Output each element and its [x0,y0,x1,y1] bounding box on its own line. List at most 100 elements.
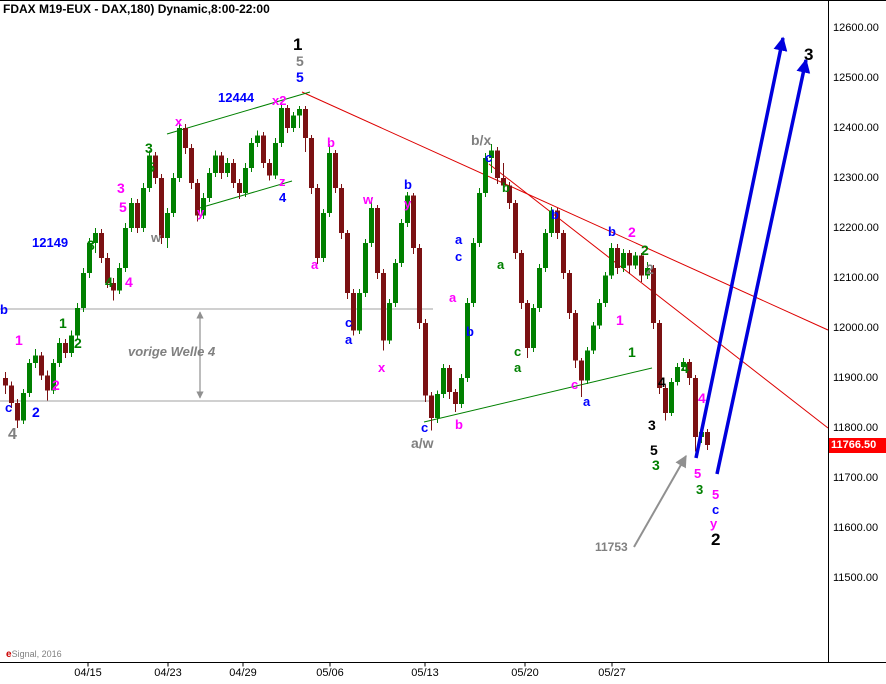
x-axis-label: 04/23 [154,667,182,679]
candle [429,395,434,418]
candle [9,385,14,403]
candle [117,268,122,291]
y-axis-label: 12400.00 [833,122,879,134]
candle [495,150,500,178]
candle [381,273,386,341]
last-price-tag: 11766.50 [829,438,886,453]
candle [525,303,530,348]
candle [315,188,320,258]
candle [501,178,506,186]
candle [615,248,620,268]
candle [147,155,152,188]
candle [111,283,116,291]
candle [261,135,266,163]
candle [39,355,44,376]
forecast-arrow [633,454,687,548]
candle [309,138,314,188]
candle [297,109,302,116]
candle [267,163,272,176]
candle [411,195,416,248]
candle [609,248,614,276]
y-axis-label: 12100.00 [833,272,879,284]
candle [93,233,98,243]
candle [621,253,626,268]
candle [279,108,284,143]
candle [651,268,656,323]
trend-line [195,180,293,210]
y-axis-label: 12200.00 [833,222,879,234]
x-axis-label: 05/06 [316,667,344,679]
candle [603,275,608,303]
candle [33,355,38,363]
chart-title: FDAX M19-EUX - DAX,180) Dynamic,8:00-22:… [3,2,270,16]
candle [171,178,176,213]
candle [87,243,92,273]
y-axis-label: 11800.00 [833,422,879,434]
candle [669,382,674,413]
candle [573,313,578,361]
candle [105,258,110,283]
candle [477,193,482,243]
x-axis-label: 04/29 [229,667,257,679]
candle [687,362,692,378]
candle [213,155,218,173]
candle [591,325,596,351]
candle [327,153,332,213]
candle [201,198,206,216]
candle [561,233,566,273]
candle [57,343,62,363]
candle [345,233,350,293]
candle [483,158,488,193]
candle [231,163,236,183]
y-axis-label: 11600.00 [833,522,879,534]
y-axis-label: 12300.00 [833,172,879,184]
x-axis-label: 05/20 [511,667,539,679]
candle [513,203,518,253]
candle [255,135,260,143]
y-axis-label: 12500.00 [833,72,879,84]
candle [471,243,476,303]
candle [375,208,380,273]
candle [207,173,212,198]
candle [693,378,698,437]
candle [333,153,338,188]
candle [225,163,230,173]
candle [99,233,104,258]
candle [219,155,224,173]
candle [657,323,662,388]
esignal-credit: eSignal, 2016 [6,649,62,660]
x-axis-label: 05/13 [411,667,439,679]
candle [681,362,686,367]
candle [243,168,248,193]
candle [249,143,254,168]
candle [141,188,146,228]
candle [189,148,194,183]
candle [81,273,86,308]
candle [663,388,668,413]
y-axis-label: 12600.00 [833,22,879,34]
candle [417,248,422,323]
candle [195,183,200,216]
candle [369,208,374,243]
trend-line [166,91,311,135]
candle [519,253,524,303]
candle [627,253,632,266]
candle [63,343,68,353]
candle [159,178,164,238]
trend-line [423,367,653,423]
candle [399,223,404,263]
y-axis-label: 12000.00 [833,322,879,334]
candle [423,323,428,396]
candle [291,115,296,128]
x-axis-label: 04/15 [74,667,102,679]
y-axis-label: 11700.00 [833,472,879,484]
candle [579,360,584,381]
candle [405,195,410,223]
candle [3,378,8,386]
candle [549,210,554,233]
esignal-logo-icon: e [6,649,12,660]
candle [69,335,74,353]
candle [303,109,308,138]
